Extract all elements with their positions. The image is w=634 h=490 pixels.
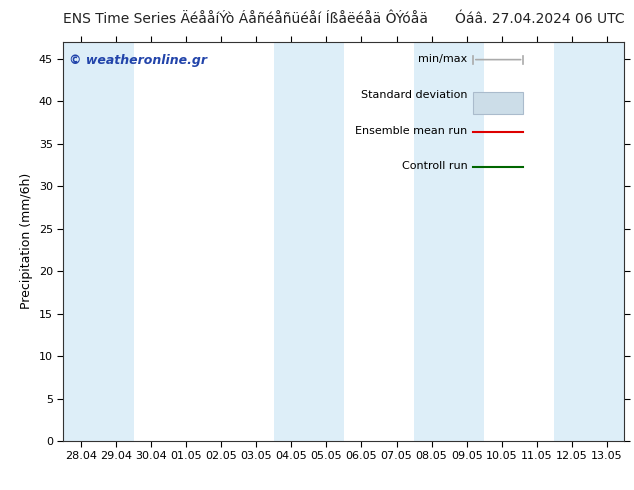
Text: min/max: min/max: [418, 53, 467, 64]
Bar: [309, 42, 344, 441]
Bar: [590, 42, 624, 441]
Bar: [414, 42, 449, 441]
Text: Controll run: Controll run: [401, 162, 467, 172]
Bar: [449, 42, 484, 441]
Y-axis label: Precipitation (mm/6h): Precipitation (mm/6h): [20, 173, 34, 310]
Bar: [98, 42, 134, 441]
FancyBboxPatch shape: [473, 92, 524, 114]
Text: Ensemble mean run: Ensemble mean run: [355, 125, 467, 136]
Bar: [554, 42, 590, 441]
Text: Óáâ. 27.04.2024 06 UTC: Óáâ. 27.04.2024 06 UTC: [455, 12, 624, 26]
Bar: [274, 42, 309, 441]
Text: ENS Time Series ÄéååíÝò Áåñéåñüéåí Íßåëéåä ÔÝóåä: ENS Time Series ÄéååíÝò Áåñéåñüéåí Íßåëé…: [63, 12, 429, 26]
Text: © weatheronline.gr: © weatheronline.gr: [69, 53, 207, 67]
Text: Standard deviation: Standard deviation: [361, 90, 467, 99]
Bar: [63, 42, 98, 441]
